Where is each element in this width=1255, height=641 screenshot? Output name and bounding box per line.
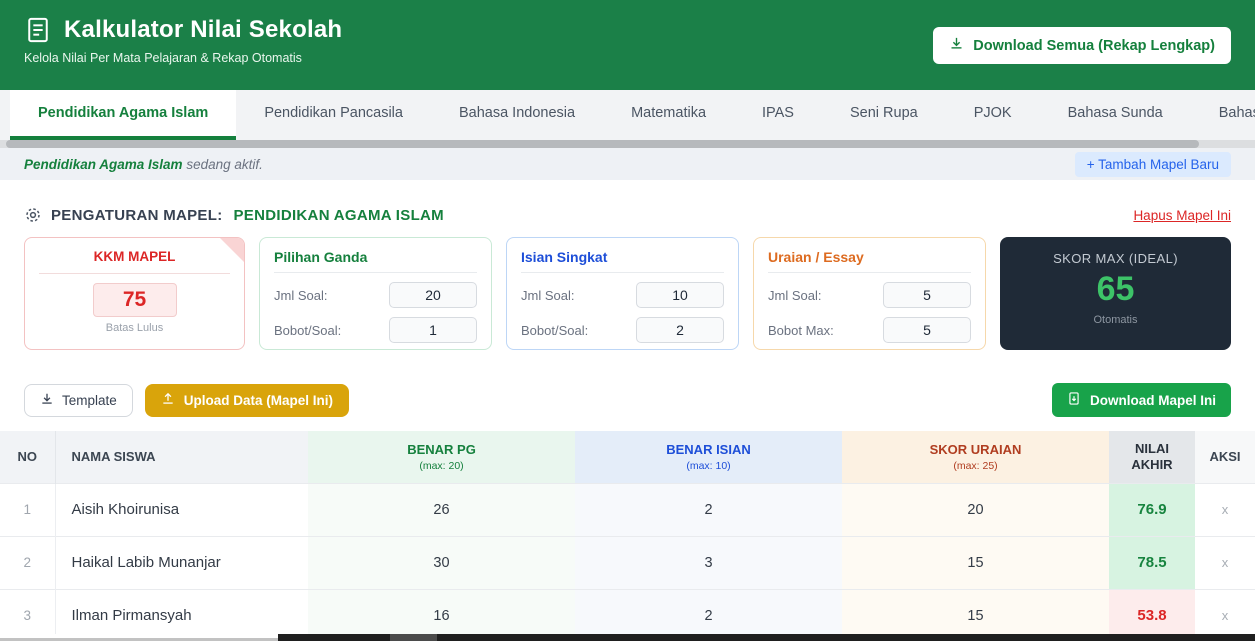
uraian-essay-title: Uraian / Essay: [768, 249, 971, 273]
kkm-card: KKM MAPEL Batas Lulus: [24, 237, 245, 350]
table-body: 1 Aisih Khoirunisa 26 2 20 76.9 x 2 Haik…: [0, 482, 1255, 641]
students-table: NO NAMA SISWA BENAR PG (max: 20) BENAR I…: [0, 431, 1255, 641]
benar-pg-cell[interactable]: 26: [308, 482, 575, 536]
col-header-nilai-akhir: NILAI AKHIR: [1109, 431, 1195, 483]
tab-pendidikan-pancasila[interactable]: Pendidikan Pancasila: [264, 105, 403, 121]
col-header-benar-pg: BENAR PG (max: 20): [308, 431, 575, 483]
settings-cards: KKM MAPEL Batas Lulus Pilihan Ganda Jml …: [24, 237, 1231, 350]
col-header-aksi: AKSI: [1195, 431, 1255, 483]
settings-heading: PENGATURAN MAPEL: PENDIDIKAN AGAMA ISLAM…: [24, 206, 1231, 224]
benar-pg-cell[interactable]: 30: [308, 535, 575, 589]
pg-jml-label: Jml Soal:: [274, 287, 328, 303]
tab-bahasa-indonesia[interactable]: Bahasa Indonesia: [458, 105, 576, 121]
student-name: Haikal Labib Munanjar: [55, 535, 308, 589]
row-number: 3: [0, 588, 56, 641]
essay-jml-input[interactable]: [883, 282, 971, 308]
download-all-button[interactable]: Download Semua (Rekap Lengkap): [933, 27, 1231, 64]
skor-max-value: 65: [1096, 270, 1135, 308]
page-title: Kalkulator Nilai Sekolah: [64, 16, 343, 43]
tab-seni-rupa[interactable]: Seni Rupa: [849, 105, 918, 121]
isian-singkat-card: Isian Singkat Jml Soal: Bobot/Soal:: [506, 237, 739, 350]
settings-label: PENGATURAN MAPEL:: [51, 206, 223, 224]
table-row: 3 Ilman Pirmansyah 16 2 15 53.8 x: [0, 588, 1255, 641]
isian-singkat-title: Isian Singkat: [521, 249, 724, 273]
isian-jml-label: Jml Soal:: [521, 287, 575, 303]
table-row: 1 Aisih Khoirunisa 26 2 20 76.9 x: [0, 482, 1255, 536]
essay-bobot-label: Bobot Max:: [768, 322, 834, 338]
settings-subject: PENDIDIKAN AGAMA ISLAM: [233, 206, 444, 224]
skor-uraian-cell[interactable]: 20: [842, 482, 1109, 536]
add-subject-button[interactable]: + Tambah Mapel Baru: [1074, 151, 1231, 177]
pilihan-ganda-title: Pilihan Ganda: [274, 249, 477, 273]
gear-icon: [24, 206, 42, 224]
student-name: Ilman Pirmansyah: [55, 588, 308, 641]
benar-isian-cell[interactable]: 2: [575, 588, 842, 641]
upload-icon: [161, 392, 175, 409]
student-name: Aisih Khoirunisa: [55, 482, 308, 536]
table-toolbar: Template Upload Data (Mapel Ini) Downloa…: [24, 383, 1231, 417]
delete-row-button[interactable]: x: [1221, 607, 1229, 623]
download-icon: [40, 392, 54, 409]
isian-bobot-input[interactable]: [636, 317, 724, 343]
pg-jml-input[interactable]: [389, 282, 477, 308]
tab-matematika[interactable]: Matematika: [631, 105, 707, 121]
skor-max-card: SKOR MAX (IDEAL) 65 Otomatis: [1000, 237, 1231, 350]
row-number: 2: [0, 535, 56, 589]
tab-bahasa-sunda[interactable]: Bahasa Sunda: [1067, 105, 1163, 121]
uraian-essay-card: Uraian / Essay Jml Soal: Bobot Max:: [753, 237, 986, 350]
col-header-no: NO: [0, 431, 56, 483]
skor-uraian-cell[interactable]: 15: [842, 535, 1109, 589]
template-button[interactable]: Template: [24, 383, 133, 417]
delete-subject-link[interactable]: Hapus Mapel Ini: [1133, 207, 1231, 223]
table-header-row: NO NAMA SISWA BENAR PG (max: 20) BENAR I…: [0, 431, 1255, 483]
benar-isian-cell[interactable]: 3: [575, 535, 842, 589]
delete-row-button[interactable]: x: [1221, 554, 1229, 570]
isian-bobot-label: Bobot/Soal:: [521, 322, 589, 338]
download-subject-button[interactable]: Download Mapel Ini: [1051, 383, 1231, 417]
tab-pjok[interactable]: PJOK: [973, 105, 1012, 121]
skor-max-caption: Otomatis: [1093, 314, 1138, 326]
skor-max-title: SKOR MAX (IDEAL): [1053, 251, 1178, 266]
delete-row-button[interactable]: x: [1221, 501, 1229, 517]
nilai-akhir-cell: 76.9: [1109, 482, 1195, 536]
scrollbar-thumb[interactable]: [390, 634, 437, 641]
table-row: 2 Haikal Labib Munanjar 30 3 15 78.5 x: [0, 535, 1255, 589]
active-subject-bar: Pendidikan Agama Islam sedang aktif. + T…: [0, 148, 1255, 180]
horizontal-scrollbar[interactable]: [0, 634, 1255, 641]
isian-jml-input[interactable]: [636, 282, 724, 308]
tab-pendidikan-agama-islam[interactable]: Pendidikan Agama Islam: [10, 90, 237, 140]
essay-bobot-input[interactable]: [883, 317, 971, 343]
pg-bobot-input[interactable]: [389, 317, 477, 343]
col-header-name: NAMA SISWA: [55, 431, 308, 483]
kkm-title: KKM MAPEL: [39, 249, 230, 274]
tab-ipas[interactable]: IPAS: [762, 105, 794, 121]
download-icon: [949, 36, 964, 55]
benar-pg-cell[interactable]: 16: [308, 588, 575, 641]
tab-scrollbar-thumb[interactable]: [6, 140, 1199, 148]
upload-data-button[interactable]: Upload Data (Mapel Ini): [144, 383, 350, 417]
page-subtitle: Kelola Nilai Per Mata Pelajaran & Rekap …: [24, 51, 302, 65]
nilai-akhir-cell: 53.8: [1109, 588, 1195, 641]
nilai-akhir-cell: 78.5: [1109, 535, 1195, 589]
kkm-caption: Batas Lulus: [105, 322, 164, 334]
active-subject-text: Pendidikan Agama Islam sedang aktif.: [24, 156, 263, 172]
app-header: Kalkulator Nilai Sekolah Kelola Nilai Pe…: [0, 0, 1255, 90]
benar-isian-cell[interactable]: 2: [575, 482, 842, 536]
kkm-input[interactable]: [92, 283, 177, 317]
col-header-benar-isian: BENAR ISIAN (max: 10): [575, 431, 842, 483]
col-header-skor-uraian: SKOR URAIAN (max: 25): [842, 431, 1109, 483]
row-number: 1: [0, 482, 56, 536]
pilihan-ganda-card: Pilihan Ganda Jml Soal: Bobot/Soal:: [259, 237, 492, 350]
pg-bobot-label: Bobot/Soal:: [274, 322, 342, 338]
essay-jml-label: Jml Soal:: [768, 287, 822, 303]
tab-scrollbar[interactable]: [0, 140, 1255, 148]
file-download-icon: [1067, 391, 1081, 409]
tab-bar: Pendidikan Agama Islam Pendidikan Pancasi…: [0, 90, 1255, 140]
document-icon: [24, 15, 52, 45]
tab-bahasa-inggris[interactable]: Bahasa Inggris: [1218, 105, 1255, 121]
skor-uraian-cell[interactable]: 15: [842, 588, 1109, 641]
